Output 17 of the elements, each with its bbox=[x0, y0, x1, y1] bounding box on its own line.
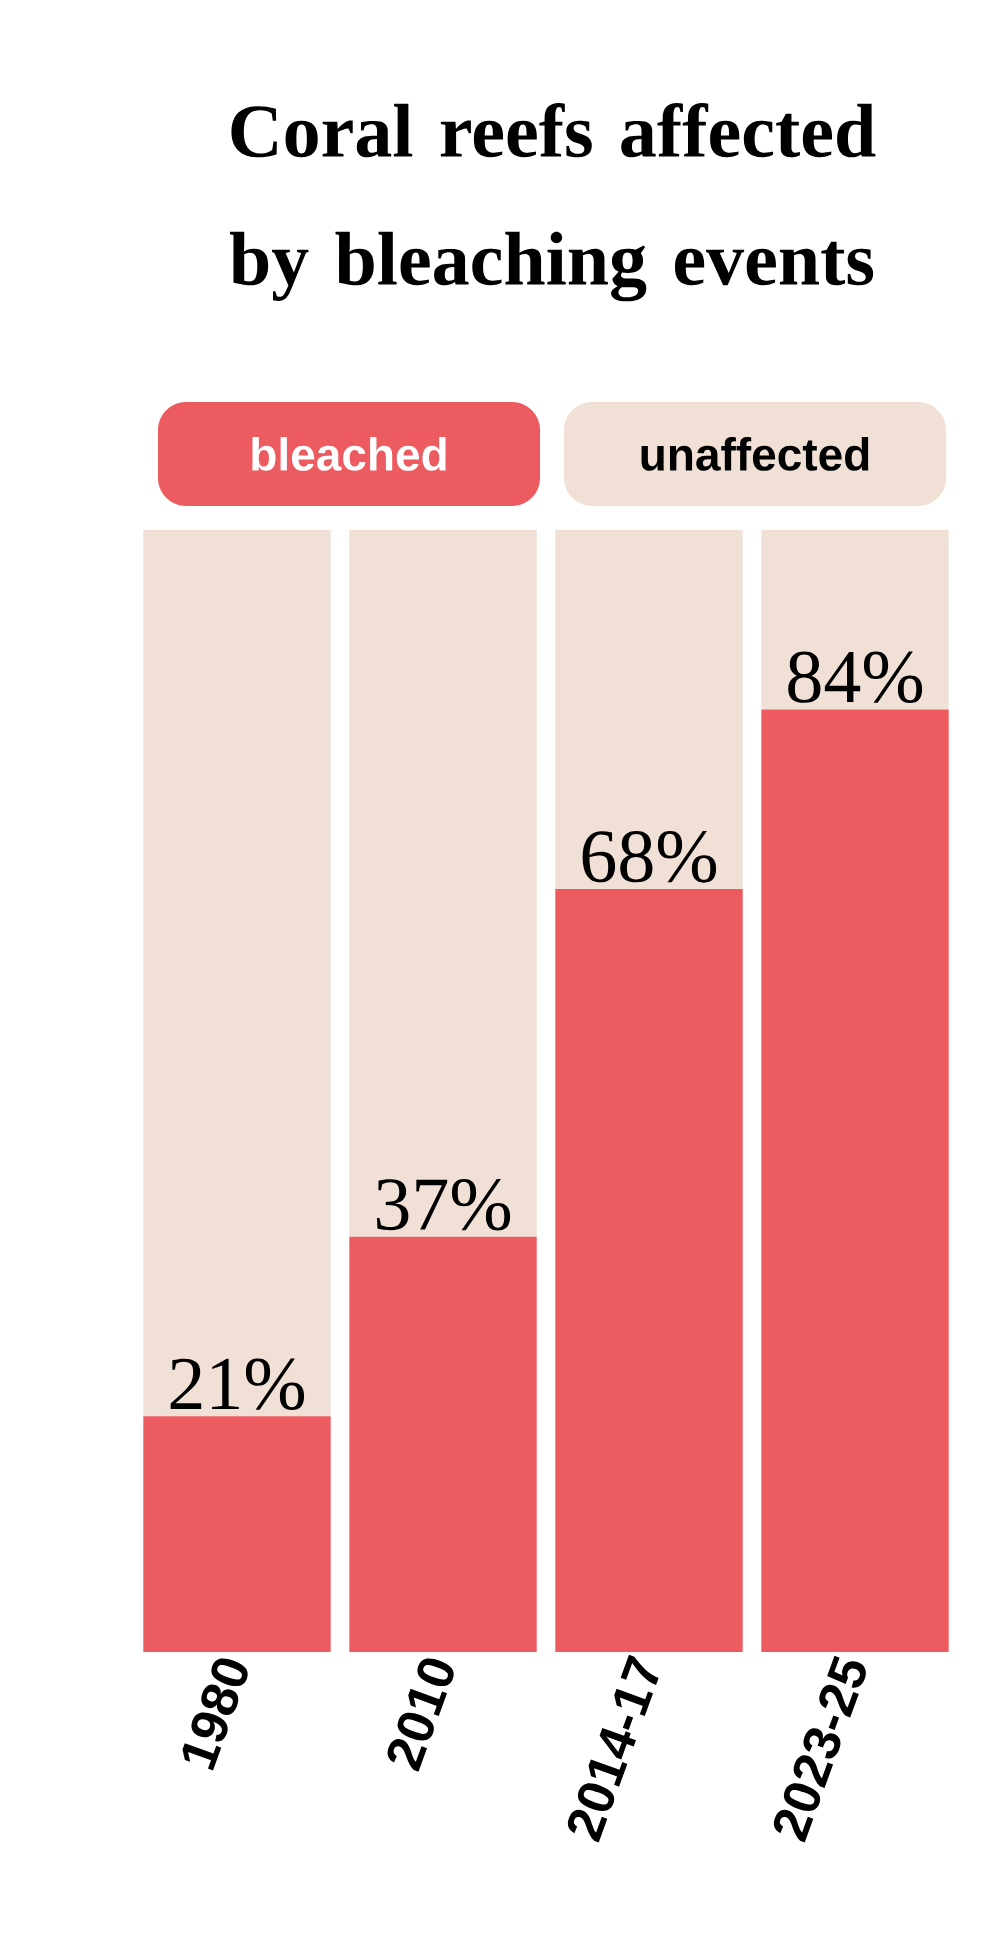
x-tick-label: 1980 bbox=[182, 1658, 248, 1771]
bar bbox=[555, 529, 743, 890]
data-label: 21% bbox=[170, 1358, 305, 1410]
text: bleached bbox=[252, 437, 446, 471]
bar bbox=[143, 529, 331, 1417]
bar bbox=[349, 529, 537, 1237]
x-tick-label: 2010 bbox=[387, 1658, 454, 1772]
chart-title: Coral reefs affected by bleaching events bbox=[229, 103, 876, 302]
data-label: 37% bbox=[376, 1178, 511, 1231]
bar bbox=[761, 529, 949, 710]
series-label: unaffected bbox=[641, 437, 869, 471]
bar bbox=[761, 709, 949, 1652]
data-label: 84% bbox=[788, 651, 923, 704]
bar bbox=[555, 889, 743, 1652]
data-label: 68% bbox=[582, 831, 717, 883]
bar bbox=[143, 1416, 331, 1652]
bar bbox=[349, 1236, 537, 1652]
